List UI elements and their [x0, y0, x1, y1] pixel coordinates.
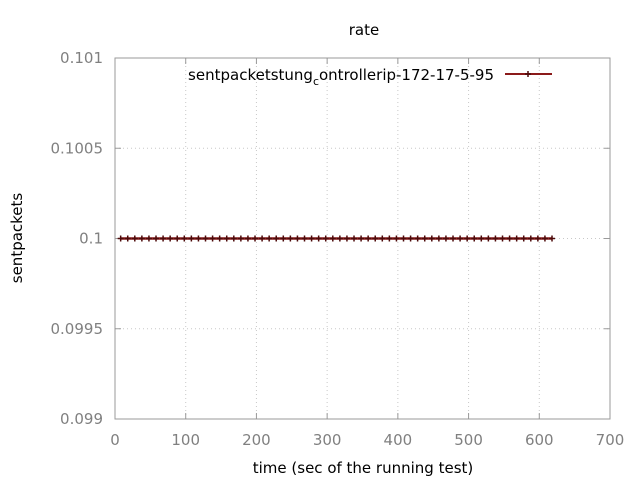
data-point	[358, 235, 365, 242]
data-point	[450, 235, 457, 242]
chart-title: rate	[349, 21, 379, 39]
data-point	[294, 235, 301, 242]
legend-part-4: ontroller	[319, 66, 383, 84]
data-point	[195, 235, 202, 242]
y-tick-labels: 0.099 0.0995 0.1 0.1005 0.101	[51, 49, 104, 428]
data-point	[499, 235, 506, 242]
data-point	[273, 235, 280, 242]
x-tick-label: 200	[242, 431, 271, 449]
data-point	[549, 235, 556, 242]
data-point	[400, 235, 407, 242]
data-point	[124, 235, 131, 242]
data-point	[393, 235, 400, 242]
data-point	[138, 235, 145, 242]
data-point	[174, 235, 181, 242]
data-point	[131, 235, 138, 242]
data-point	[188, 235, 195, 242]
legend-marker-sample	[525, 71, 531, 77]
data-point	[301, 235, 308, 242]
data-point	[513, 235, 520, 242]
data-point	[216, 235, 223, 242]
data-point	[308, 235, 315, 242]
legend-part-1: sentpackets	[188, 66, 279, 84]
x-tick-label: 600	[525, 431, 554, 449]
data-point	[442, 235, 449, 242]
data-point	[485, 235, 492, 242]
series-layer	[117, 235, 556, 242]
data-point	[414, 235, 421, 242]
legend-part-5: ip-172-17-5-95	[382, 66, 494, 84]
y-tick-label: 0.1	[79, 230, 103, 248]
x-axis-label: time (sec of the running test)	[253, 459, 474, 477]
data-point	[167, 235, 174, 242]
data-point	[329, 235, 336, 242]
data-point	[428, 235, 435, 242]
data-point	[478, 235, 485, 242]
data-point	[421, 235, 428, 242]
x-tick-label: 300	[313, 431, 342, 449]
data-point	[237, 235, 244, 242]
data-point	[117, 235, 124, 242]
data-point	[457, 235, 464, 242]
data-point	[223, 235, 230, 242]
legend-part-2: tung	[279, 66, 313, 84]
data-point	[153, 235, 160, 242]
x-tick-labels: 0 100 200 300 400 500 600 700	[110, 431, 624, 449]
data-point	[407, 235, 414, 242]
legend-part-3: c	[313, 75, 319, 88]
data-point	[202, 235, 209, 242]
data-point	[351, 235, 358, 242]
legend: sentpacketstungcontrollerip-172-17-5-95	[188, 66, 552, 88]
data-point	[372, 235, 379, 242]
data-point	[471, 235, 478, 242]
x-tick-label: 0	[110, 431, 120, 449]
data-point	[209, 235, 216, 242]
x-tick-label: 700	[596, 431, 625, 449]
data-point	[365, 235, 372, 242]
data-point	[464, 235, 471, 242]
x-tick-label: 500	[454, 431, 483, 449]
y-axis-label: sentpackets	[8, 193, 26, 284]
y-tick-label: 0.101	[60, 49, 103, 67]
data-point	[160, 235, 167, 242]
data-point	[252, 235, 259, 242]
data-point	[259, 235, 266, 242]
data-point	[244, 235, 251, 242]
data-point	[386, 235, 393, 242]
data-point	[145, 235, 152, 242]
data-point	[230, 235, 237, 242]
data-point	[343, 235, 350, 242]
x-tick-label: 100	[171, 431, 200, 449]
data-point	[527, 235, 534, 242]
legend-label: sentpacketstungcontrollerip-172-17-5-95	[188, 66, 494, 88]
data-point	[506, 235, 513, 242]
data-point	[266, 235, 273, 242]
data-point	[322, 235, 329, 242]
data-point	[315, 235, 322, 242]
y-tick-label: 0.1005	[51, 139, 104, 157]
x-tick-label: 400	[384, 431, 413, 449]
data-point	[287, 235, 294, 242]
data-point	[280, 235, 287, 242]
data-point	[181, 235, 188, 242]
data-point	[336, 235, 343, 242]
data-point	[541, 235, 548, 242]
data-point	[492, 235, 499, 242]
data-point	[435, 235, 442, 242]
data-point	[379, 235, 386, 242]
y-tick-label: 0.099	[60, 410, 103, 428]
y-tick-label: 0.0995	[51, 320, 104, 338]
data-point	[534, 235, 541, 242]
data-point	[520, 235, 527, 242]
